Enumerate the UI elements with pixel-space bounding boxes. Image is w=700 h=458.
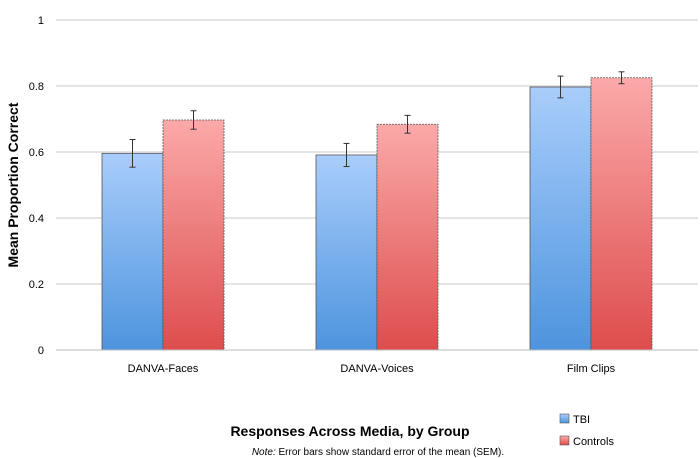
error-bars	[129, 71, 625, 168]
y-axis-ticks: 0 0.2 0.4 0.6 0.8 1	[29, 15, 44, 357]
footnote-prefix: Note:	[252, 447, 276, 458]
error-bar	[190, 110, 197, 130]
bar-controls-0	[162, 119, 225, 351]
legend: TBI Controls	[559, 413, 614, 448]
x-tick-label: DANVA-Faces	[128, 363, 199, 375]
x-tick-label: Film Clips	[567, 363, 616, 375]
y-tick-label: 0.2	[29, 279, 44, 291]
y-tick-label: 1	[38, 15, 44, 27]
legend-label: Controls	[573, 436, 614, 448]
footnote: Note: Error bars show standard error of …	[252, 447, 504, 458]
error-bar	[343, 142, 350, 168]
error-bar	[557, 75, 564, 99]
legend-swatch	[559, 435, 570, 446]
x-tick-label: DANVA-Voices	[340, 363, 414, 375]
bar-tbi-1	[315, 154, 378, 351]
bar-controls-1	[376, 123, 439, 351]
y-tick-label: 0.8	[29, 81, 44, 93]
y-tick-label: 0.6	[29, 147, 44, 159]
bar-tbi-0	[101, 152, 164, 351]
legend-item-tbi: TBI	[559, 413, 590, 426]
error-bar	[129, 138, 136, 168]
legend-swatch	[559, 413, 570, 424]
legend-item-controls: Controls	[559, 435, 614, 448]
footnote-text: Error bars show standard error of the me…	[276, 447, 504, 458]
error-bar	[404, 114, 411, 134]
error-bar	[618, 71, 625, 85]
x-axis-ticks: DANVA-Faces DANVA-Voices Film Clips	[128, 363, 616, 375]
y-tick-label: 0.4	[29, 213, 44, 225]
y-tick-label: 0	[38, 345, 44, 357]
bar-tbi-2	[529, 86, 592, 351]
bar-controls-2	[590, 77, 653, 351]
bars	[101, 77, 653, 351]
x-axis-label: Responses Across Media, by Group	[230, 423, 469, 439]
y-axis-label: Mean Proportion Correct	[5, 102, 21, 267]
legend-label: TBI	[573, 414, 590, 426]
